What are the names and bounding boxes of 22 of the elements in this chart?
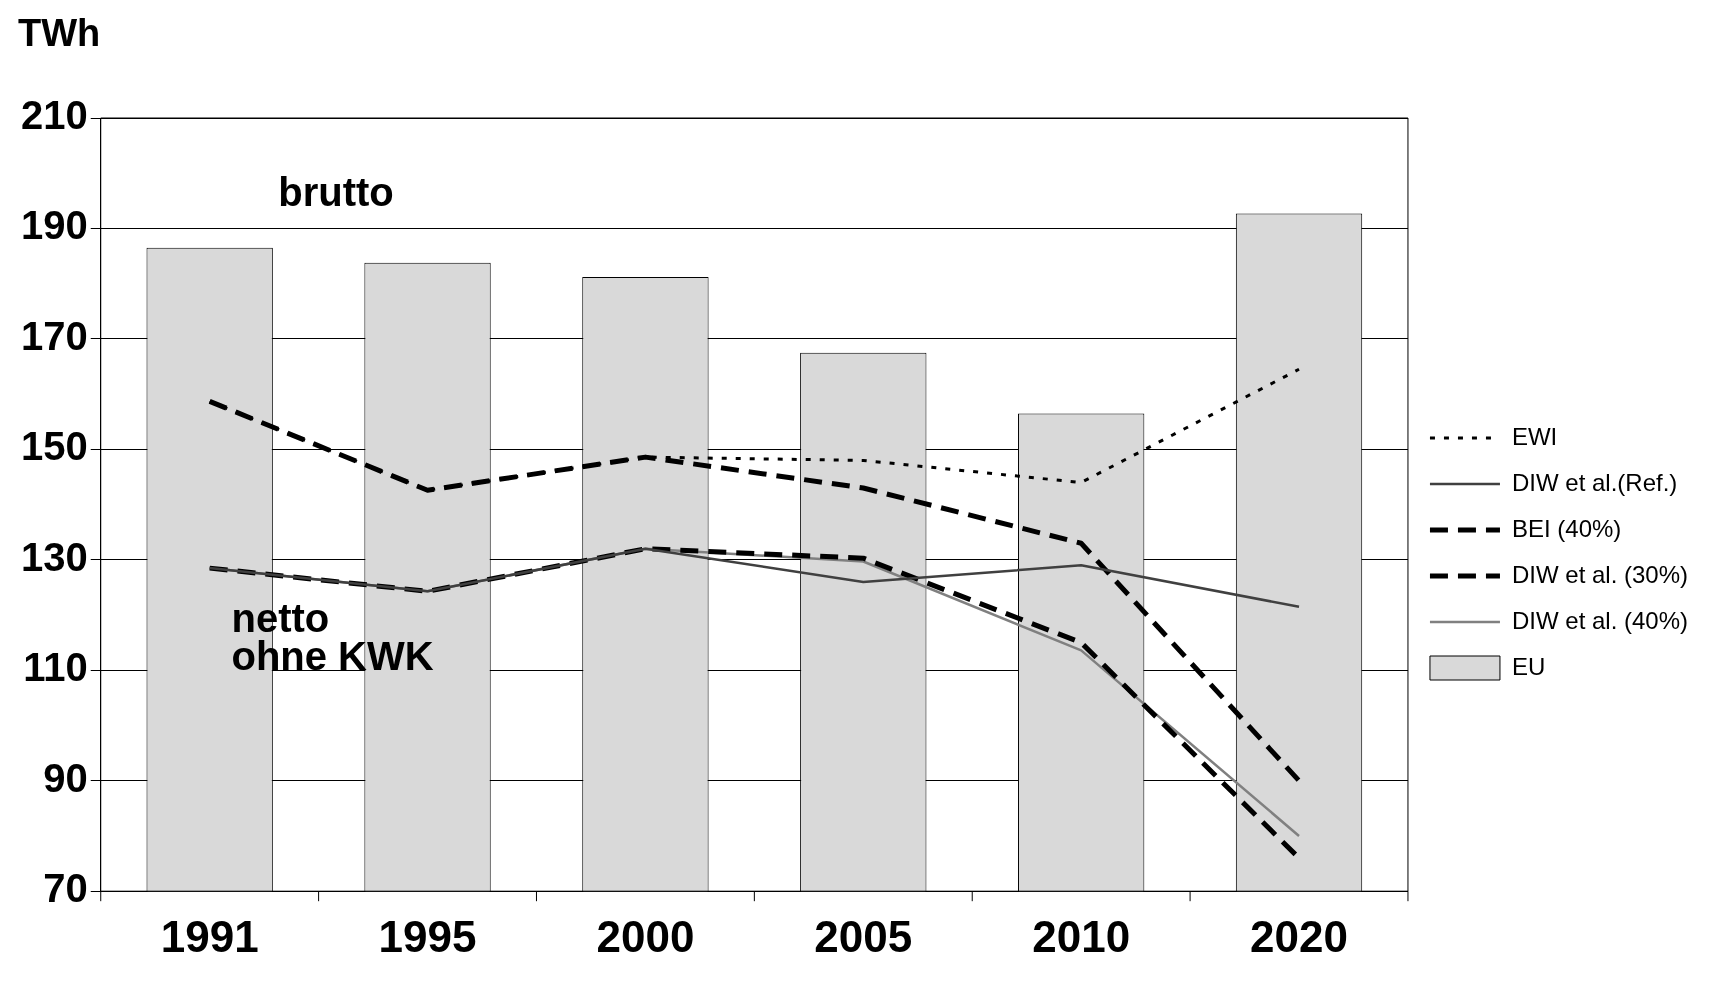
legend-label: DIW et al. (40%) — [1511, 606, 1689, 634]
legend-label: EWI — [1511, 422, 1558, 450]
x-tick-label: 2005 — [814, 911, 913, 961]
x-tick-label: 2010 — [1032, 911, 1131, 961]
annotation: brutto — [278, 170, 394, 215]
x-tick-label: 1991 — [160, 911, 259, 961]
y-tick-label: 110 — [23, 645, 88, 690]
x-tick-label: 2020 — [1250, 911, 1348, 961]
legend-label: EU — [1511, 652, 1546, 680]
y-tick-label: 190 — [20, 203, 88, 248]
y-tick-label: 150 — [20, 424, 88, 469]
x-tick-label: 2000 — [596, 911, 695, 961]
y-tick-label: 170 — [20, 313, 88, 358]
y-tick-label: 90 — [43, 755, 88, 800]
y-tick-label: 210 — [20, 93, 88, 138]
legend-label: DIW et al.(Ref.) — [1511, 468, 1678, 496]
y-axis-title: TWh — [18, 12, 101, 55]
legend-label: DIW et al. (30%) — [1511, 560, 1689, 588]
x-tick-label: 1995 — [378, 911, 477, 961]
y-tick-label: 70 — [43, 866, 88, 911]
legend-label: BEI (40%) — [1511, 514, 1622, 542]
y-tick-label: 130 — [20, 534, 88, 579]
